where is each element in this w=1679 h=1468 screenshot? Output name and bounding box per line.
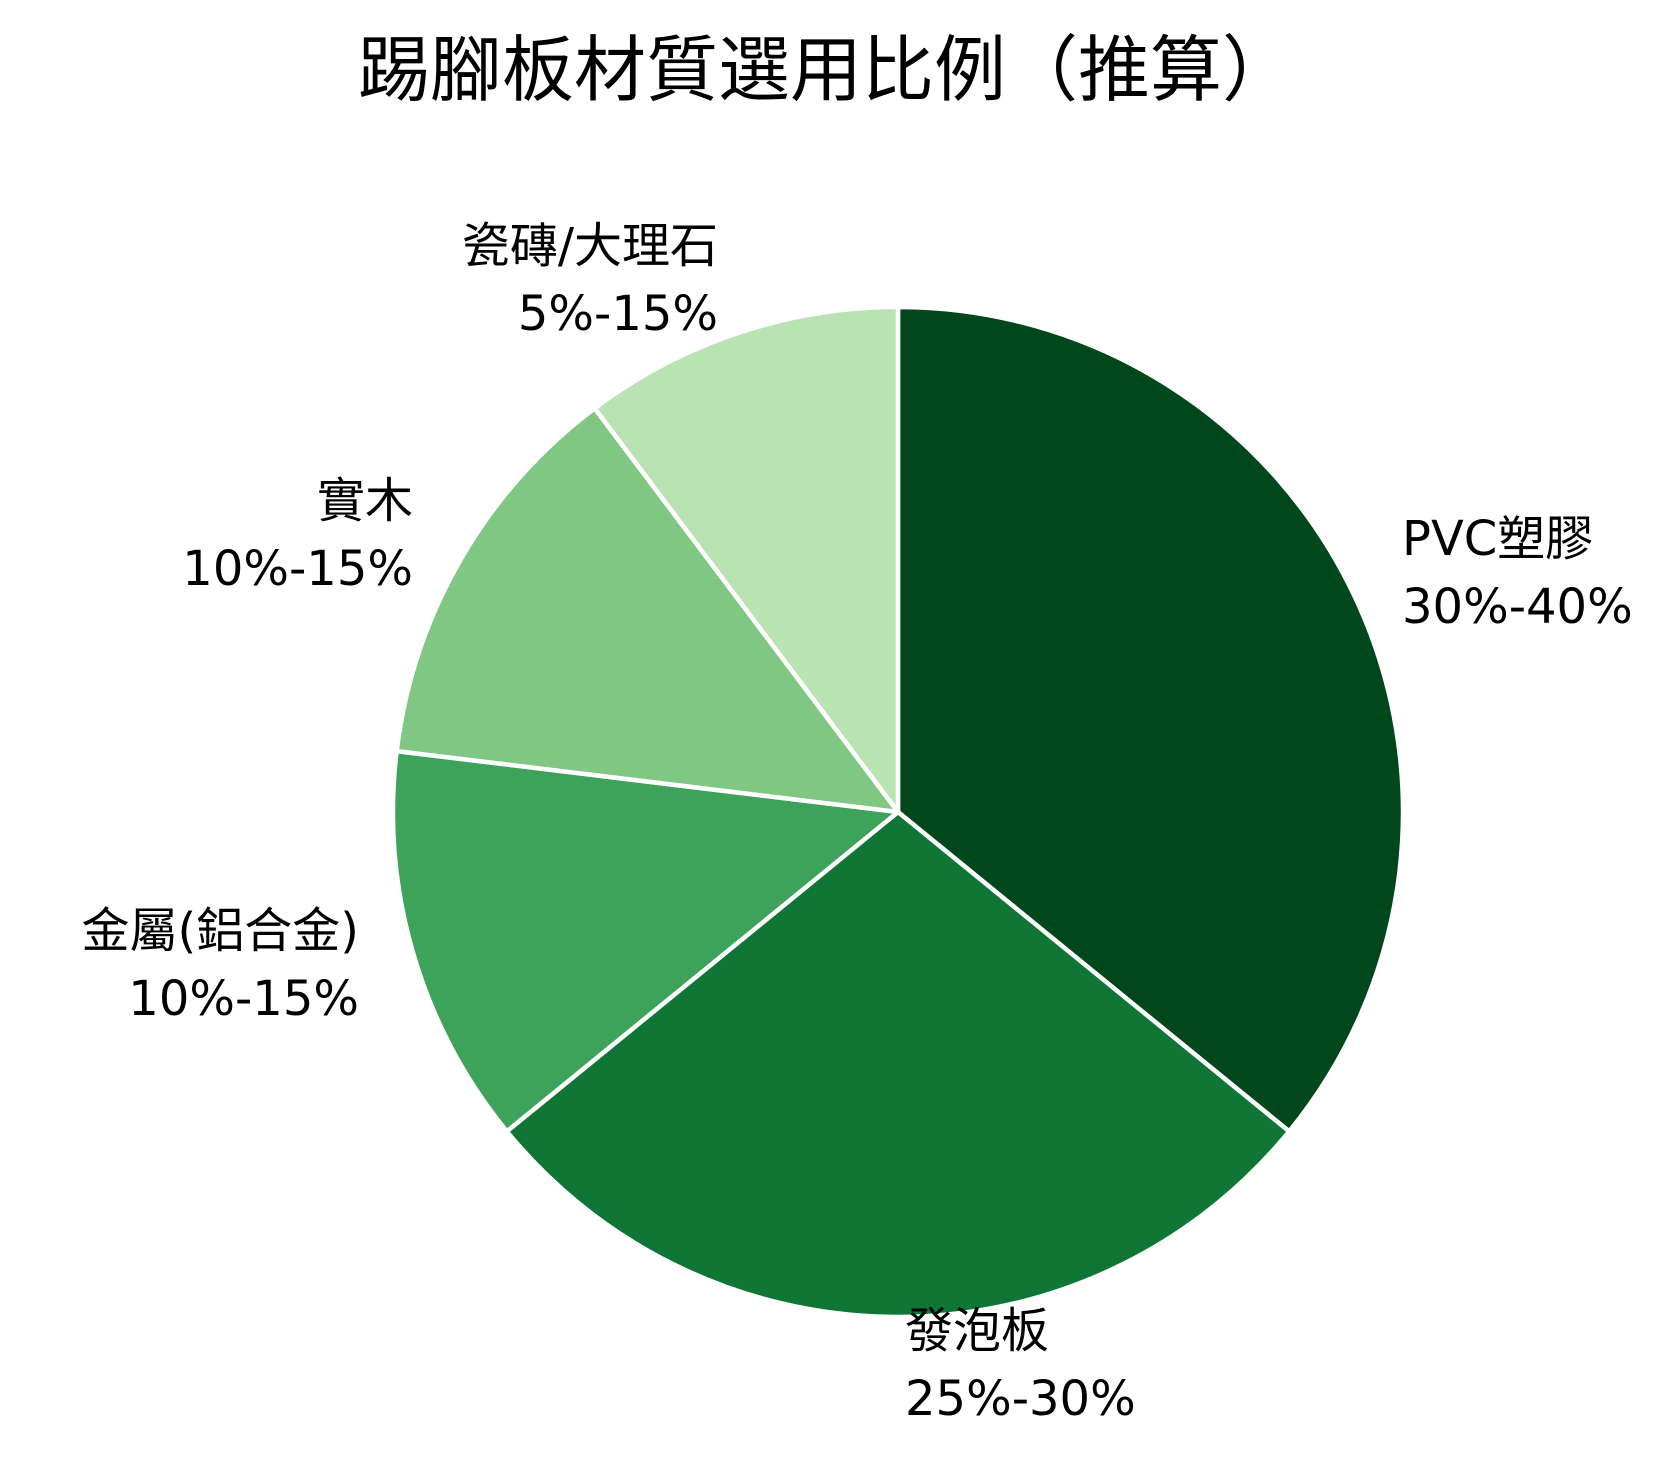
slice-label-percentage: 30%-40% [1402,579,1633,635]
pie-slice-slice-3 [394,406,901,815]
slice-label-name: 發泡板 [905,1303,1049,1359]
slice-label-percentage: 10%-15% [128,971,359,1027]
slice-label-name: PVC塑膠 [1402,511,1593,567]
pie-slices [390,304,1406,1320]
slice-label-percentage: 10%-15% [182,541,413,597]
slice-label-name: 瓷磚/大理石 [462,218,718,274]
pie-slice-pvc [895,304,1406,1134]
chart-title: 踢腳板材質選用比例（推算） [358,28,1294,112]
pie-slice-slice-1 [504,809,1292,1320]
slice-label-percentage: 5%-15% [518,286,718,342]
pie-slice-slice-4 [592,304,901,815]
slice-label-name: 金屬(鋁合金) [82,903,359,959]
pie-labels: PVC塑膠 30%-40% 發泡板 25%-30% 金屬(鋁合金) 10%-15% 實木 10… [82,218,1633,1427]
slice-label-name: 實木 [317,473,413,529]
slice-label-percentage: 25%-30% [905,1371,1136,1427]
pie-slice-slice-2 [390,748,901,1134]
